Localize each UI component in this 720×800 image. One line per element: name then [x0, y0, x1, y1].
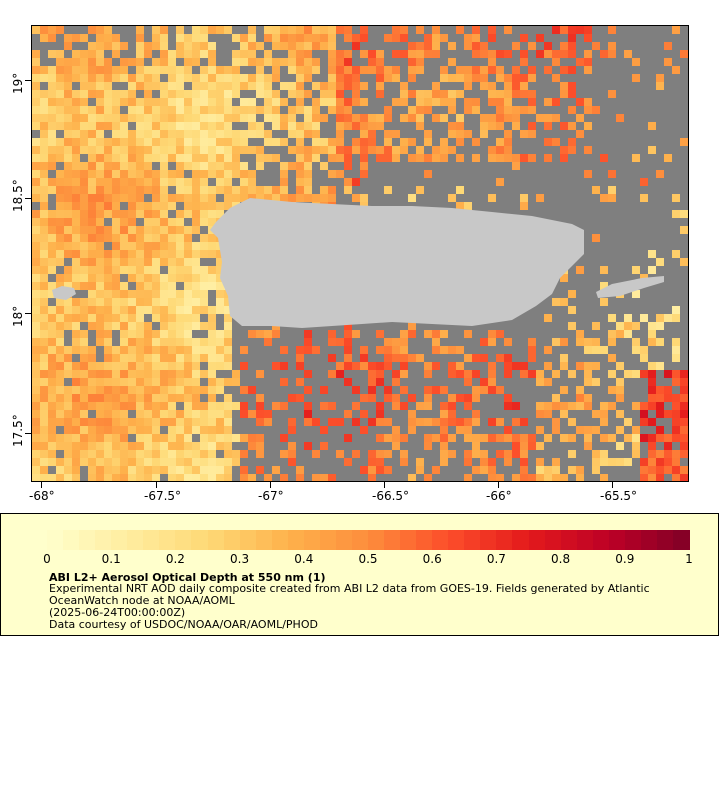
colorbar-segment: [464, 530, 481, 550]
puerto-rico-land: [210, 198, 584, 328]
colorbar-segment: [512, 530, 530, 550]
colorbar-segment: [335, 530, 353, 550]
x-tick-mark: [384, 482, 385, 488]
colorbar-segment: [351, 530, 369, 550]
colorbar-segment: [47, 530, 64, 550]
colorbar-segment: [576, 530, 594, 550]
aod-colorbar: [47, 530, 690, 550]
colorbar-tick-label: 0.4: [294, 552, 314, 566]
legend-description-line-1: Experimental NRT AOD daily composite cre…: [49, 582, 650, 595]
colorbar-segment: [223, 530, 241, 550]
colorbar-segment: [111, 530, 128, 550]
colorbar-segment: [592, 530, 610, 550]
y-tick-mark: [25, 313, 31, 314]
colorbar-segment: [239, 530, 257, 550]
x-tick-mark: [270, 482, 271, 488]
colorbar-segment: [79, 530, 96, 550]
colorbar-segment: [432, 530, 449, 550]
legend-date: (2025-06-24T00:00:00Z): [49, 606, 186, 619]
x-tick-label: -66.5°: [372, 489, 410, 503]
x-tick-label: -68°: [29, 489, 55, 503]
colorbar-segment: [448, 530, 465, 550]
colorbar-segment: [544, 530, 562, 550]
colorbar-segment: [528, 530, 546, 550]
y-tick-label: 19°: [11, 72, 25, 94]
colorbar-segment: [656, 530, 674, 550]
colorbar-segment: [640, 530, 658, 550]
x-tick-label: -65.5°: [600, 489, 638, 503]
colorbar-tick-label: 0.9: [615, 552, 635, 566]
colorbar-segment: [63, 530, 80, 550]
x-tick-label: -67.5°: [144, 489, 182, 503]
aod-map: [32, 26, 688, 481]
x-tick-label: -66°: [486, 489, 512, 503]
colorbar-segment: [255, 530, 273, 550]
colorbar-tick-label: 0: [43, 552, 51, 566]
colorbar-segment: [207, 530, 225, 550]
colorbar-tick-label: 1: [685, 552, 693, 566]
x-tick-mark: [498, 482, 499, 488]
colorbar-segment: [480, 530, 497, 550]
vieques-island: [596, 276, 664, 298]
colorbar-tick-label: 0.7: [486, 552, 506, 566]
colorbar-segment: [287, 530, 305, 550]
colorbar-tick-label: 0.2: [165, 552, 185, 566]
colorbar-segment: [159, 530, 176, 550]
colorbar-segment: [271, 530, 289, 550]
mona-island: [52, 286, 76, 300]
colorbar-segment: [175, 530, 193, 550]
x-tick-mark: [156, 482, 157, 488]
colorbar-segment: [368, 530, 385, 550]
colorbar-segment: [496, 530, 514, 550]
colorbar-tick-label: 0.6: [422, 552, 442, 566]
colorbar-segment: [127, 530, 144, 550]
y-tick-label: 18°: [11, 305, 25, 327]
colorbar-segment: [608, 530, 626, 550]
colorbar-segment: [400, 530, 417, 550]
x-tick-label: -67°: [258, 489, 284, 503]
colorbar-segment: [191, 530, 209, 550]
y-tick-mark: [25, 80, 31, 81]
colorbar-segment: [143, 530, 160, 550]
y-tick-mark: [25, 198, 31, 199]
colorbar-tick-label: 0.1: [101, 552, 121, 566]
x-tick-mark: [612, 482, 613, 488]
colorbar-tick-label: 0.8: [551, 552, 571, 566]
y-tick-mark: [25, 433, 31, 434]
colorbar-segment: [416, 530, 433, 550]
y-tick-label: 17.5°: [11, 414, 25, 447]
colorbar-tick-label: 0.5: [358, 552, 378, 566]
y-tick-label: 18.5°: [11, 179, 25, 212]
colorbar-segment: [672, 530, 690, 550]
colorbar-segment: [560, 530, 578, 550]
colorbar-segment: [95, 530, 112, 550]
x-tick-mark: [41, 482, 42, 488]
colorbar-segment: [624, 530, 642, 550]
colorbar-segment: [303, 530, 321, 550]
colorbar-tick-label: 0.3: [230, 552, 250, 566]
legend-description-line-2: OceanWatch node at NOAA/AOML: [49, 594, 235, 607]
colorbar-segment: [384, 530, 401, 550]
map-frame[interactable]: [31, 25, 689, 482]
legend-title: ABI L2+ Aerosol Optical Depth at 550 nm …: [49, 571, 326, 584]
legend-panel: 0 0.1 0.2 0.3 0.4 0.5 0.6 0.7 0.8 0.9 1 ABI L2+ Ae…: [0, 513, 719, 636]
legend-credit: Data courtesy of USDOC/NOAA/OAR/AOML/PHO…: [49, 618, 318, 631]
colorbar-segment: [319, 530, 337, 550]
